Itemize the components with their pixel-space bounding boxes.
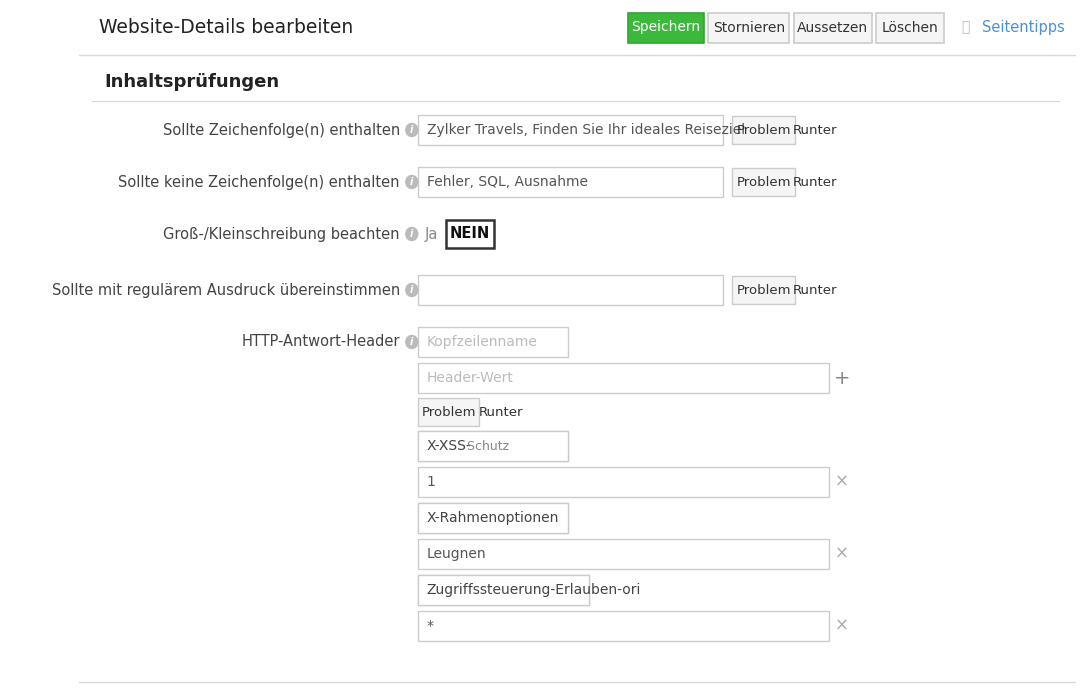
Text: Runter: Runter <box>793 284 837 297</box>
Text: Zugriffssteuerung-Erlauben-ori: Zugriffssteuerung-Erlauben-ori <box>427 583 640 597</box>
Text: Problem: Problem <box>737 123 791 136</box>
Text: HTTP-Antwort-Header: HTTP-Antwort-Header <box>241 335 400 349</box>
Bar <box>418 363 829 393</box>
Text: Speichern: Speichern <box>631 20 700 34</box>
Text: Inhaltsprüfungen: Inhaltsprüfungen <box>105 73 280 91</box>
Bar <box>627 13 703 43</box>
Bar <box>418 611 829 641</box>
Text: i: i <box>410 285 414 295</box>
Text: Löschen: Löschen <box>882 20 939 34</box>
Text: Kopfzeilenname: Kopfzeilenname <box>427 335 538 349</box>
Bar <box>418 539 829 569</box>
Text: Website-Details bearbeiten: Website-Details bearbeiten <box>99 18 353 37</box>
Text: X-XSS-: X-XSS- <box>427 439 471 453</box>
Bar <box>418 115 723 145</box>
Text: Fehler, SQL, Ausnahme: Fehler, SQL, Ausnahme <box>427 175 588 189</box>
Text: i: i <box>410 177 414 187</box>
Text: Runter: Runter <box>793 176 837 188</box>
Bar <box>418 503 568 533</box>
Bar <box>418 575 589 605</box>
Text: Seitentipps: Seitentipps <box>983 20 1065 35</box>
Bar <box>876 13 944 43</box>
Text: ×: × <box>835 617 849 635</box>
Bar <box>418 167 723 197</box>
Text: i: i <box>410 337 414 347</box>
Text: 💡: 💡 <box>961 20 970 34</box>
Text: Sollte mit regulärem Ausdruck übereinstimmen: Sollte mit regulärem Ausdruck übereinsti… <box>52 283 400 298</box>
Bar <box>732 276 795 304</box>
Circle shape <box>406 176 418 188</box>
Text: ×: × <box>835 545 849 563</box>
Text: Problem: Problem <box>737 284 791 297</box>
Text: Stornieren: Stornieren <box>713 20 785 34</box>
Text: Zylker Travels, Finden Sie Ihr ideales Reiseziel: Zylker Travels, Finden Sie Ihr ideales R… <box>427 123 745 137</box>
Text: ×: × <box>835 473 849 491</box>
Bar <box>446 220 494 248</box>
Circle shape <box>406 284 418 297</box>
Text: Header-Wert: Header-Wert <box>427 371 513 385</box>
Text: Groß-/Kleinschreibung beachten: Groß-/Kleinschreibung beachten <box>163 227 400 242</box>
Bar <box>79 0 1076 55</box>
Bar <box>732 116 795 144</box>
Bar <box>418 467 829 497</box>
Bar <box>418 575 589 605</box>
Text: Leugnen: Leugnen <box>427 547 486 561</box>
Text: +: + <box>834 368 850 388</box>
Text: Aussetzen: Aussetzen <box>797 20 868 34</box>
Text: X-Rahmenoptionen: X-Rahmenoptionen <box>427 511 559 525</box>
Bar <box>418 431 568 461</box>
Bar <box>794 13 872 43</box>
Text: Ja: Ja <box>424 227 437 242</box>
Bar <box>732 168 795 196</box>
Bar <box>418 431 568 461</box>
Text: 1: 1 <box>427 475 435 489</box>
Text: Runter: Runter <box>793 123 837 136</box>
Circle shape <box>406 335 418 349</box>
Bar <box>418 503 568 533</box>
Text: Sollte Zeichenfolge(n) enthalten: Sollte Zeichenfolge(n) enthalten <box>163 122 400 137</box>
Text: i: i <box>410 229 414 239</box>
Circle shape <box>406 228 418 241</box>
Text: Problem: Problem <box>421 405 476 419</box>
Bar <box>418 327 568 357</box>
Text: Schutz: Schutz <box>463 440 510 452</box>
Text: Problem: Problem <box>737 176 791 188</box>
Text: Runter: Runter <box>480 405 524 419</box>
Text: NEIN: NEIN <box>450 227 490 242</box>
Text: i: i <box>410 125 414 135</box>
Bar <box>418 275 723 305</box>
Text: Sollte keine Zeichenfolge(n) enthalten: Sollte keine Zeichenfolge(n) enthalten <box>119 174 400 190</box>
Bar <box>418 398 480 426</box>
Circle shape <box>406 123 418 136</box>
Text: *: * <box>427 619 433 633</box>
Bar <box>708 13 789 43</box>
